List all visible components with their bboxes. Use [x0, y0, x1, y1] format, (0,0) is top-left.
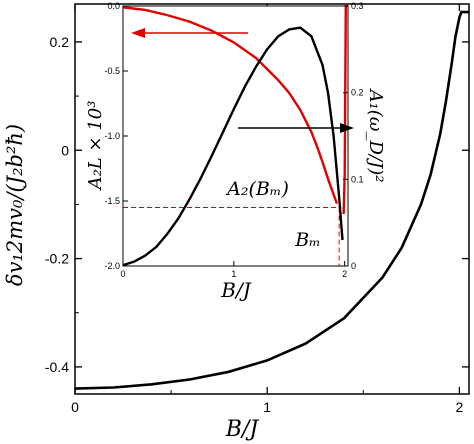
main-y-tick-label: -0.2 [45, 251, 69, 267]
inset-left-tick-label: -2.0 [104, 261, 120, 271]
inset-plot: 0 1 20.0-0.5-1.0-1.5-2.00.30.20.10 A₂(Bₘ) … [85, 1, 386, 302]
inset-left-axis-label: A₂L × 10³ [85, 101, 106, 192]
inset-left-tick-label: -1.5 [104, 196, 120, 206]
main-y-tick-label: 0.2 [50, 34, 70, 50]
inset-x-tick-label: 1 [231, 269, 236, 279]
inset-x-tick-label: 0 [120, 269, 125, 279]
inset-annotation-bm: Bₘ [294, 229, 321, 251]
main-y-axis-label: δv₁2mv₀/(J₂b²ħ) [3, 124, 27, 286]
inset-left-tick-label: -0.5 [104, 66, 120, 76]
inset-right-tick-label: 0.1 [351, 174, 364, 184]
main-y-tick-label: 0 [61, 142, 69, 158]
main-plot-frame [74, 3, 470, 395]
black-arrow-head [340, 123, 354, 133]
inset-right-tick-label: 0 [351, 261, 356, 271]
main-plot: 0 1 2 0.2 0 -0.2 -0.4 B/J δv₁2mv₀/(J₂b²ħ) [3, 3, 470, 442]
inset-left-tick-label: 0.0 [107, 1, 120, 11]
inset-right-tick-label: 0.2 [351, 88, 364, 98]
inset-annotation-a2bm: A₂(Bₘ) [225, 178, 289, 200]
inset-right-axis-label: A₁(ω_D/J)² [365, 88, 386, 183]
inset-right-tick-label: 0.3 [351, 1, 364, 11]
main-x-tick-label: 0 [71, 399, 79, 415]
inset-a2-series-line [122, 6, 339, 205]
red-arrow-head [131, 28, 145, 38]
main-y-tick-label: -0.4 [45, 359, 69, 375]
main-x-tick-label: 1 [263, 399, 271, 415]
inset-ticks: 0 1 2 0.0 -0.5 -1.0 -1.5 -2.0 0.3 0.2 0.1 0 [104, 1, 363, 279]
main-x-tick-label: 2 [455, 399, 463, 415]
inset-x-axis-label: B/J [220, 278, 251, 302]
main-x-axis-label: B/J [225, 417, 260, 442]
inset-a1-series-line [122, 26, 344, 267]
main-series-line [74, 10, 469, 390]
inset-x-tick-label: 2 [342, 269, 347, 279]
inset-plot-background [123, 6, 348, 266]
inset-left-tick-label: -1.0 [104, 131, 120, 141]
